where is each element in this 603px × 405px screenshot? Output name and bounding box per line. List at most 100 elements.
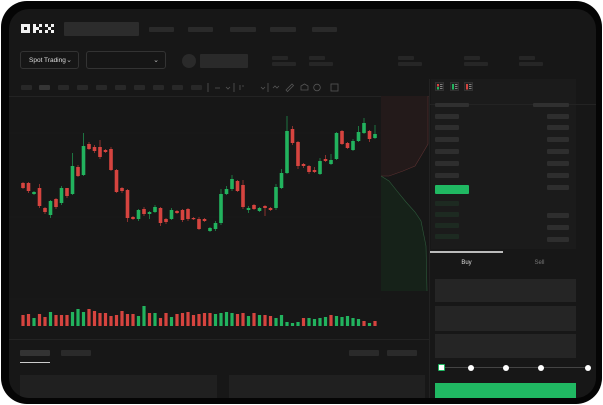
candle[interactable] <box>335 132 339 160</box>
candle[interactable] <box>27 182 31 193</box>
candle[interactable] <box>307 165 311 174</box>
candle[interactable] <box>126 189 130 222</box>
candle[interactable] <box>340 130 344 145</box>
candle[interactable] <box>115 169 119 193</box>
candle[interactable] <box>252 204 256 210</box>
candle[interactable] <box>87 142 91 150</box>
candle[interactable] <box>362 118 366 134</box>
candle[interactable] <box>164 218 168 224</box>
total-input[interactable] <box>435 334 576 358</box>
bid-price[interactable] <box>435 201 459 206</box>
tab-order-history[interactable] <box>61 350 91 356</box>
candle[interactable] <box>38 184 42 208</box>
tab-open-orders[interactable] <box>20 350 50 356</box>
candle-body <box>302 164 306 166</box>
bid-price[interactable] <box>435 234 459 239</box>
tab-buy[interactable]: Buy <box>430 260 503 266</box>
candle[interactable] <box>109 147 113 171</box>
ask-price[interactable] <box>435 161 459 166</box>
candle[interactable] <box>263 205 267 216</box>
slider-stop-75[interactable] <box>538 365 544 371</box>
candle[interactable] <box>21 182 25 189</box>
view-all-button[interactable] <box>387 350 417 356</box>
slider-stop-25[interactable] <box>468 365 474 371</box>
candle[interactable] <box>192 217 196 220</box>
candle[interactable] <box>285 116 289 174</box>
filter-button[interactable] <box>349 350 379 356</box>
ask-price[interactable] <box>435 137 459 142</box>
candle[interactable] <box>175 210 179 214</box>
slider-stop-100[interactable] <box>585 365 591 371</box>
candle[interactable] <box>214 221 218 231</box>
candle[interactable] <box>368 130 372 142</box>
candle[interactable] <box>225 186 229 195</box>
candle[interactable] <box>291 126 295 145</box>
ask-price[interactable] <box>435 125 459 130</box>
last-price[interactable] <box>435 185 469 194</box>
candle[interactable] <box>313 167 317 173</box>
slider-stop-50[interactable] <box>503 365 509 371</box>
slider-handle[interactable] <box>438 364 445 371</box>
candle[interactable] <box>258 207 262 212</box>
candle[interactable] <box>346 142 350 149</box>
candle[interactable] <box>274 184 278 210</box>
candle[interactable] <box>302 163 306 168</box>
candle[interactable] <box>324 155 328 162</box>
candle[interactable] <box>43 207 47 214</box>
book-bids-icon[interactable] <box>451 83 459 91</box>
candle[interactable] <box>131 216 135 220</box>
amount-input[interactable] <box>435 306 576 331</box>
ask-price[interactable] <box>435 173 459 178</box>
candle-body <box>241 185 245 207</box>
candle[interactable] <box>71 153 75 195</box>
candle[interactable] <box>120 187 124 193</box>
volume-bar <box>38 314 41 326</box>
orderbook-view-toggles[interactable] <box>435 82 479 92</box>
candle[interactable] <box>269 207 273 211</box>
candle[interactable] <box>98 140 102 159</box>
candle[interactable] <box>203 218 207 222</box>
book-asks-icon[interactable] <box>465 83 473 91</box>
candle[interactable] <box>49 200 53 218</box>
candle[interactable] <box>351 139 355 151</box>
price-input[interactable] <box>435 279 576 302</box>
candle[interactable] <box>329 154 333 165</box>
candle[interactable] <box>82 133 86 176</box>
candle[interactable] <box>208 227 212 232</box>
ask-price[interactable] <box>435 149 459 154</box>
candle[interactable] <box>318 158 322 175</box>
candle[interactable] <box>186 208 190 221</box>
candle[interactable] <box>241 180 245 209</box>
bid-price[interactable] <box>435 212 459 217</box>
candle[interactable] <box>104 149 108 153</box>
candle[interactable] <box>230 175 234 191</box>
candle[interactable] <box>247 206 251 213</box>
ask-price[interactable] <box>435 114 459 119</box>
candle[interactable] <box>54 198 58 209</box>
candle[interactable] <box>181 209 185 222</box>
tab-sell[interactable]: Sell <box>503 260 576 266</box>
buy-button[interactable] <box>435 383 576 398</box>
candle-body <box>21 183 25 188</box>
book-both-icon[interactable] <box>436 83 444 91</box>
candle[interactable] <box>219 189 223 225</box>
candle[interactable] <box>296 141 300 169</box>
candle[interactable] <box>236 180 240 192</box>
candle[interactable] <box>373 125 377 139</box>
amount-slider[interactable] <box>440 367 589 368</box>
candle[interactable] <box>142 207 146 216</box>
candle[interactable] <box>153 205 157 213</box>
candle[interactable] <box>280 169 284 189</box>
bid-price[interactable] <box>435 223 459 228</box>
candle[interactable] <box>93 145 97 153</box>
candle[interactable] <box>76 165 80 177</box>
candle[interactable] <box>148 211 152 219</box>
candle[interactable] <box>137 209 141 221</box>
candle[interactable] <box>159 207 163 226</box>
candle[interactable] <box>65 188 69 198</box>
candle[interactable] <box>357 126 361 142</box>
candle[interactable] <box>32 191 36 195</box>
candle[interactable] <box>60 186 64 205</box>
candle[interactable] <box>197 217 201 230</box>
candle[interactable] <box>170 208 174 220</box>
